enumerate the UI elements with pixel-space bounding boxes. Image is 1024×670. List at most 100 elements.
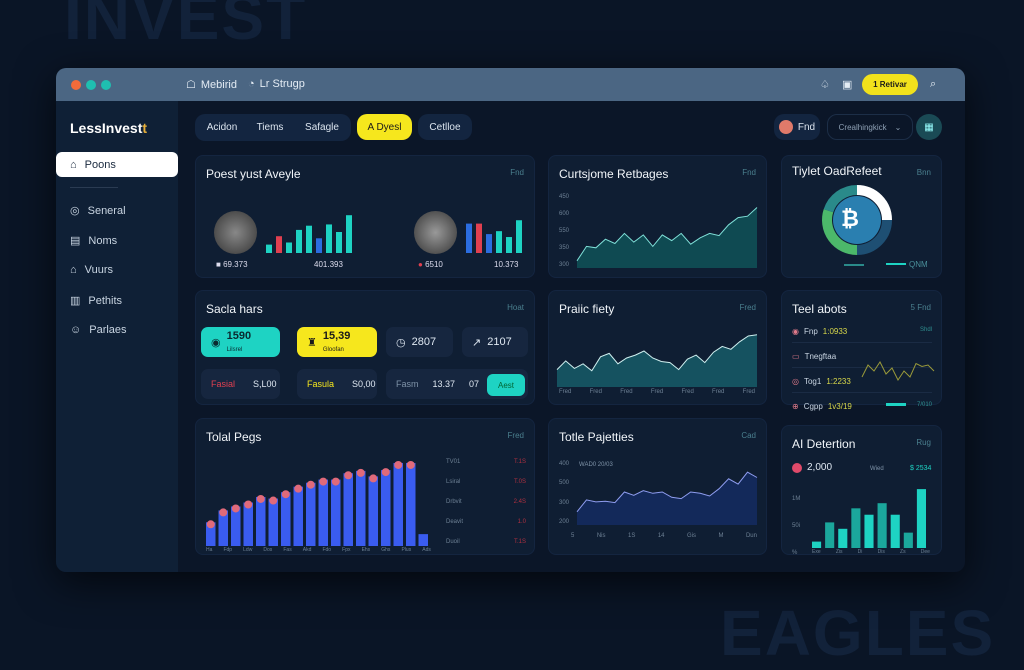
chevron-down-icon: ⌄ [894, 122, 902, 132]
sidebar-item-poons[interactable]: ⌂ Poons [56, 152, 178, 177]
card-title: Teel abots [792, 302, 847, 316]
grid-icon[interactable]: ▦ [916, 114, 942, 140]
bell-icon[interactable]: ♤ [820, 79, 830, 91]
sidebar-item-vuurs[interactable]: ⌂ Vuurs [70, 264, 113, 276]
x-tick: Fdo [322, 547, 332, 553]
bar [256, 496, 266, 546]
card-badge[interactable]: Fnd [510, 168, 524, 177]
card-badge[interactable]: Fred [507, 431, 524, 440]
legend-label: TV01 [446, 459, 461, 465]
cta-button[interactable]: 1 Retivar [862, 74, 918, 95]
sidebar-item-pethits[interactable]: ▥ Pethits [70, 294, 122, 308]
titlebar: ☖ Mebirid ◔ Lr Strugp ♤ ▣ 1 Retivar ⌕ [56, 68, 965, 101]
card-badge[interactable]: 5 Fnd [910, 303, 931, 312]
x-tick: Zis [835, 549, 843, 555]
bar [346, 215, 352, 253]
bar-marker [319, 477, 328, 486]
card-badge[interactable]: Bnn [916, 168, 931, 177]
sidebar-item-label: Vuurs [84, 264, 113, 276]
list-item[interactable]: ◎ Tog1 1:2233 [792, 377, 932, 393]
filter-dropdown[interactable]: Crealhingkick ⌄ [827, 114, 913, 140]
bar [466, 223, 472, 253]
y-tick: 500 [559, 480, 570, 487]
card-test-bots: Teel abots 5 Fnd ◉ Fnp 1:0933 Shdl ▭ Tnegftaa… [781, 290, 942, 411]
tab-acidon[interactable]: Acidon [206, 121, 238, 133]
y-tick: 300 [559, 499, 570, 506]
tab-tiems[interactable]: Tiems [256, 121, 284, 133]
tab-safagle[interactable]: Safagle [305, 121, 339, 133]
list-right: Shdl [919, 327, 932, 333]
minimize-dot[interactable] [86, 80, 96, 90]
bar-marker [306, 480, 315, 489]
bar [331, 479, 341, 546]
close-dot[interactable] [71, 80, 81, 90]
bar [293, 486, 303, 546]
stat-label: Wied [870, 466, 884, 472]
y-tick: 300 [559, 262, 570, 268]
card-public-flow: Praiic fiety Fred Fred Fred Fred Fred Fred Fr… [548, 290, 767, 405]
stat-value: QNM [909, 260, 928, 269]
stat-row: Fasial S,L00 [201, 369, 280, 399]
card-badge[interactable]: Rug [916, 438, 931, 447]
stat-tile[interactable]: ♜ 15,39 Gloofan [297, 327, 377, 357]
search-icon[interactable]: ⌕ [930, 78, 937, 90]
action-button[interactable]: Aest [487, 374, 525, 396]
y-tick: 50i [792, 523, 801, 529]
card-badge[interactable]: Fnd [742, 168, 756, 177]
maximize-dot[interactable] [101, 80, 111, 90]
tab-cetlloe[interactable]: Cetlloe [418, 114, 472, 140]
donut-slice [856, 219, 892, 255]
stat-tile[interactable]: ◷ 2807 [386, 327, 453, 357]
card-badge[interactable]: Fred [739, 303, 756, 312]
list-value: 1:2233 [826, 377, 851, 386]
list-right: 7/010 [916, 402, 932, 408]
user-chip[interactable]: Fnd [774, 114, 820, 140]
bar [486, 234, 492, 253]
bar-marker [231, 504, 240, 513]
tab-a-dyesl[interactable]: A Dyesl [357, 114, 412, 140]
calendar-icon[interactable]: ▣ [842, 79, 853, 91]
y-tick: % [792, 550, 798, 556]
app-window: ☖ Mebirid ◔ Lr Strugp ♤ ▣ 1 Retivar ⌕ Less… [56, 68, 965, 572]
bar-marker [256, 494, 265, 503]
bar [296, 229, 302, 253]
x-tick: Plus [401, 547, 412, 553]
bar [206, 522, 216, 546]
titlebar-item[interactable]: ☖ Mebirid [186, 78, 237, 92]
bar [838, 528, 848, 548]
sidebar-item-label: Seneral [87, 204, 126, 217]
sidebar-item-seneral[interactable]: ◎ Seneral [70, 204, 126, 218]
x-tick: Fred [712, 389, 725, 395]
donut-slice [856, 185, 892, 221]
sidebar-item-noms[interactable]: ▤ Noms [70, 234, 117, 248]
list-item[interactable]: ◉ Fnp 1:0933 Shdl [792, 327, 932, 343]
token-icon [792, 462, 802, 473]
bar [406, 462, 416, 546]
x-tick: Akd [302, 547, 312, 553]
titlebar-item[interactable]: ◔ Lr Strugp [248, 78, 305, 90]
list-item[interactable]: ▭ Tnegftaa [792, 352, 932, 368]
x-tick: Fred [589, 389, 602, 395]
x-tick: Ehs [361, 547, 371, 553]
stat-tile[interactable]: ◉ 1590 Lilsrel [201, 327, 280, 357]
slider-track[interactable] [886, 263, 906, 265]
stat-tile[interactable]: ↗ 2107 [462, 327, 528, 357]
list-icon: ◉ [792, 327, 799, 336]
bar-marker [244, 500, 253, 509]
y-tick: 350 [559, 245, 570, 251]
card-badge[interactable]: Cad [741, 431, 756, 440]
bar [281, 492, 291, 546]
logo: LessInvestt [70, 120, 148, 136]
card-badge[interactable]: Hoat [507, 303, 524, 312]
legend-item: TV01 T.1S [446, 459, 526, 465]
list-item[interactable]: ⊕ Cgpp 1v3/19 7/010 [792, 402, 932, 417]
x-tick: M [718, 533, 724, 539]
bar-marker [281, 490, 290, 499]
bar [286, 242, 292, 253]
gauge-icon: ◔ [248, 78, 255, 90]
list-icon: ◎ [792, 377, 799, 386]
sidebar-item-parlaes[interactable]: ☺ Parlaes [70, 324, 127, 336]
y-tick: 1M [792, 496, 801, 502]
stat-row: Fasula S0,00 [297, 369, 377, 399]
clock-icon: ◷ [396, 336, 406, 349]
